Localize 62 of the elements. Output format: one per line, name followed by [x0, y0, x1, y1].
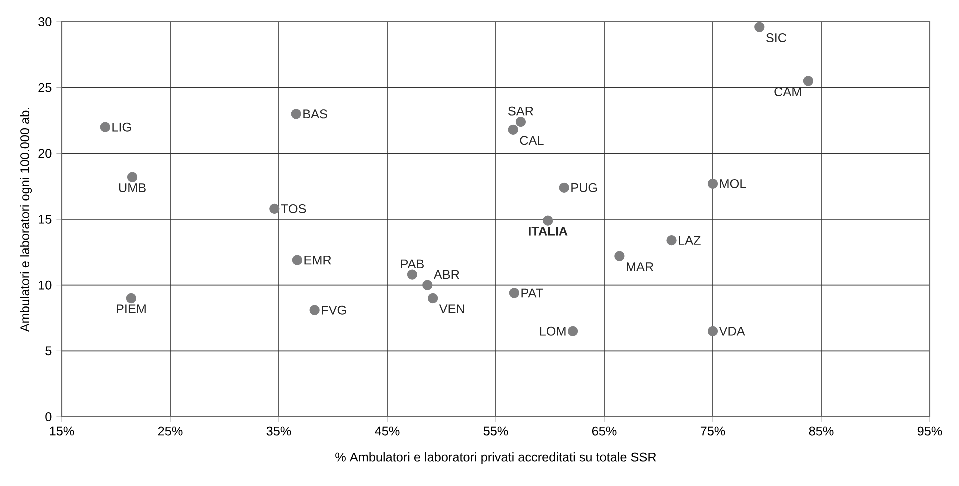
annotation: CAL [520, 136, 544, 146]
annotation: BAS [304, 110, 328, 119]
annotation: ITALIA [529, 227, 568, 236]
x-tick-label: 85% [809, 426, 834, 436]
point [291, 109, 302, 120]
point [543, 216, 554, 226]
y-tick-label: 0 [46, 412, 52, 422]
x-tick-label: 35% [266, 426, 292, 436]
x-tick-label: 75% [700, 426, 726, 436]
point [508, 124, 518, 136]
point [559, 182, 570, 193]
x-tick-label: 65% [592, 426, 617, 436]
point [708, 326, 718, 336]
y-tick-label: 15 [39, 215, 52, 224]
x-tick-label: 45% [375, 426, 400, 436]
point [803, 76, 814, 86]
annotation: TOS [281, 204, 306, 214]
x-tick-label: 95% [918, 426, 942, 436]
x-tick-label: 25% [158, 426, 183, 436]
annotation: UMB [119, 184, 146, 192]
annotation: LAZ [679, 236, 701, 245]
point [509, 288, 520, 298]
point [310, 305, 320, 316]
point [568, 326, 578, 336]
y-tick-label: 5 [46, 346, 52, 356]
point [100, 122, 110, 132]
annotation: PAB [401, 260, 424, 269]
point [126, 293, 137, 304]
annotation: PAT [522, 288, 544, 298]
point [614, 251, 625, 262]
x-tick-label: 55% [484, 426, 508, 436]
annotation: LOM [540, 326, 566, 336]
point [422, 280, 433, 290]
x-axis-title: % Ambulatori e laboratori privati accreditati su totale SSR [336, 452, 656, 464]
annotation: ABR [434, 270, 460, 280]
x-tick-label: 15% [50, 426, 74, 436]
point [516, 116, 526, 128]
point [428, 293, 438, 304]
annotation: SIC [766, 34, 787, 43]
annotation: CAM [774, 88, 802, 96]
y-tick-label: 30 [38, 18, 52, 26]
y-tick-label: 25 [38, 83, 52, 92]
annotation: VDA [719, 327, 746, 336]
point [754, 22, 765, 32]
annotation: PIEM [117, 304, 146, 314]
annotation: MOL [720, 179, 746, 188]
annotation: FVG [322, 306, 346, 315]
annotation: MAR [627, 262, 654, 272]
y-tick-label: 10 [39, 280, 52, 290]
annotation: VEN [439, 304, 464, 314]
y-tick-label: 20 [38, 149, 52, 158]
annotation: SAR [508, 106, 534, 116]
point [708, 178, 718, 190]
point [127, 172, 138, 182]
point [292, 255, 303, 266]
point [666, 235, 677, 246]
annotation: PUG [572, 183, 598, 192]
point [270, 204, 280, 214]
point [407, 270, 418, 280]
y-axis-title: Ambulatori e laboratori ogni 100.000 ab. [20, 108, 32, 332]
annotation: EMR [304, 256, 332, 265]
annotation: LIG [112, 122, 132, 132]
